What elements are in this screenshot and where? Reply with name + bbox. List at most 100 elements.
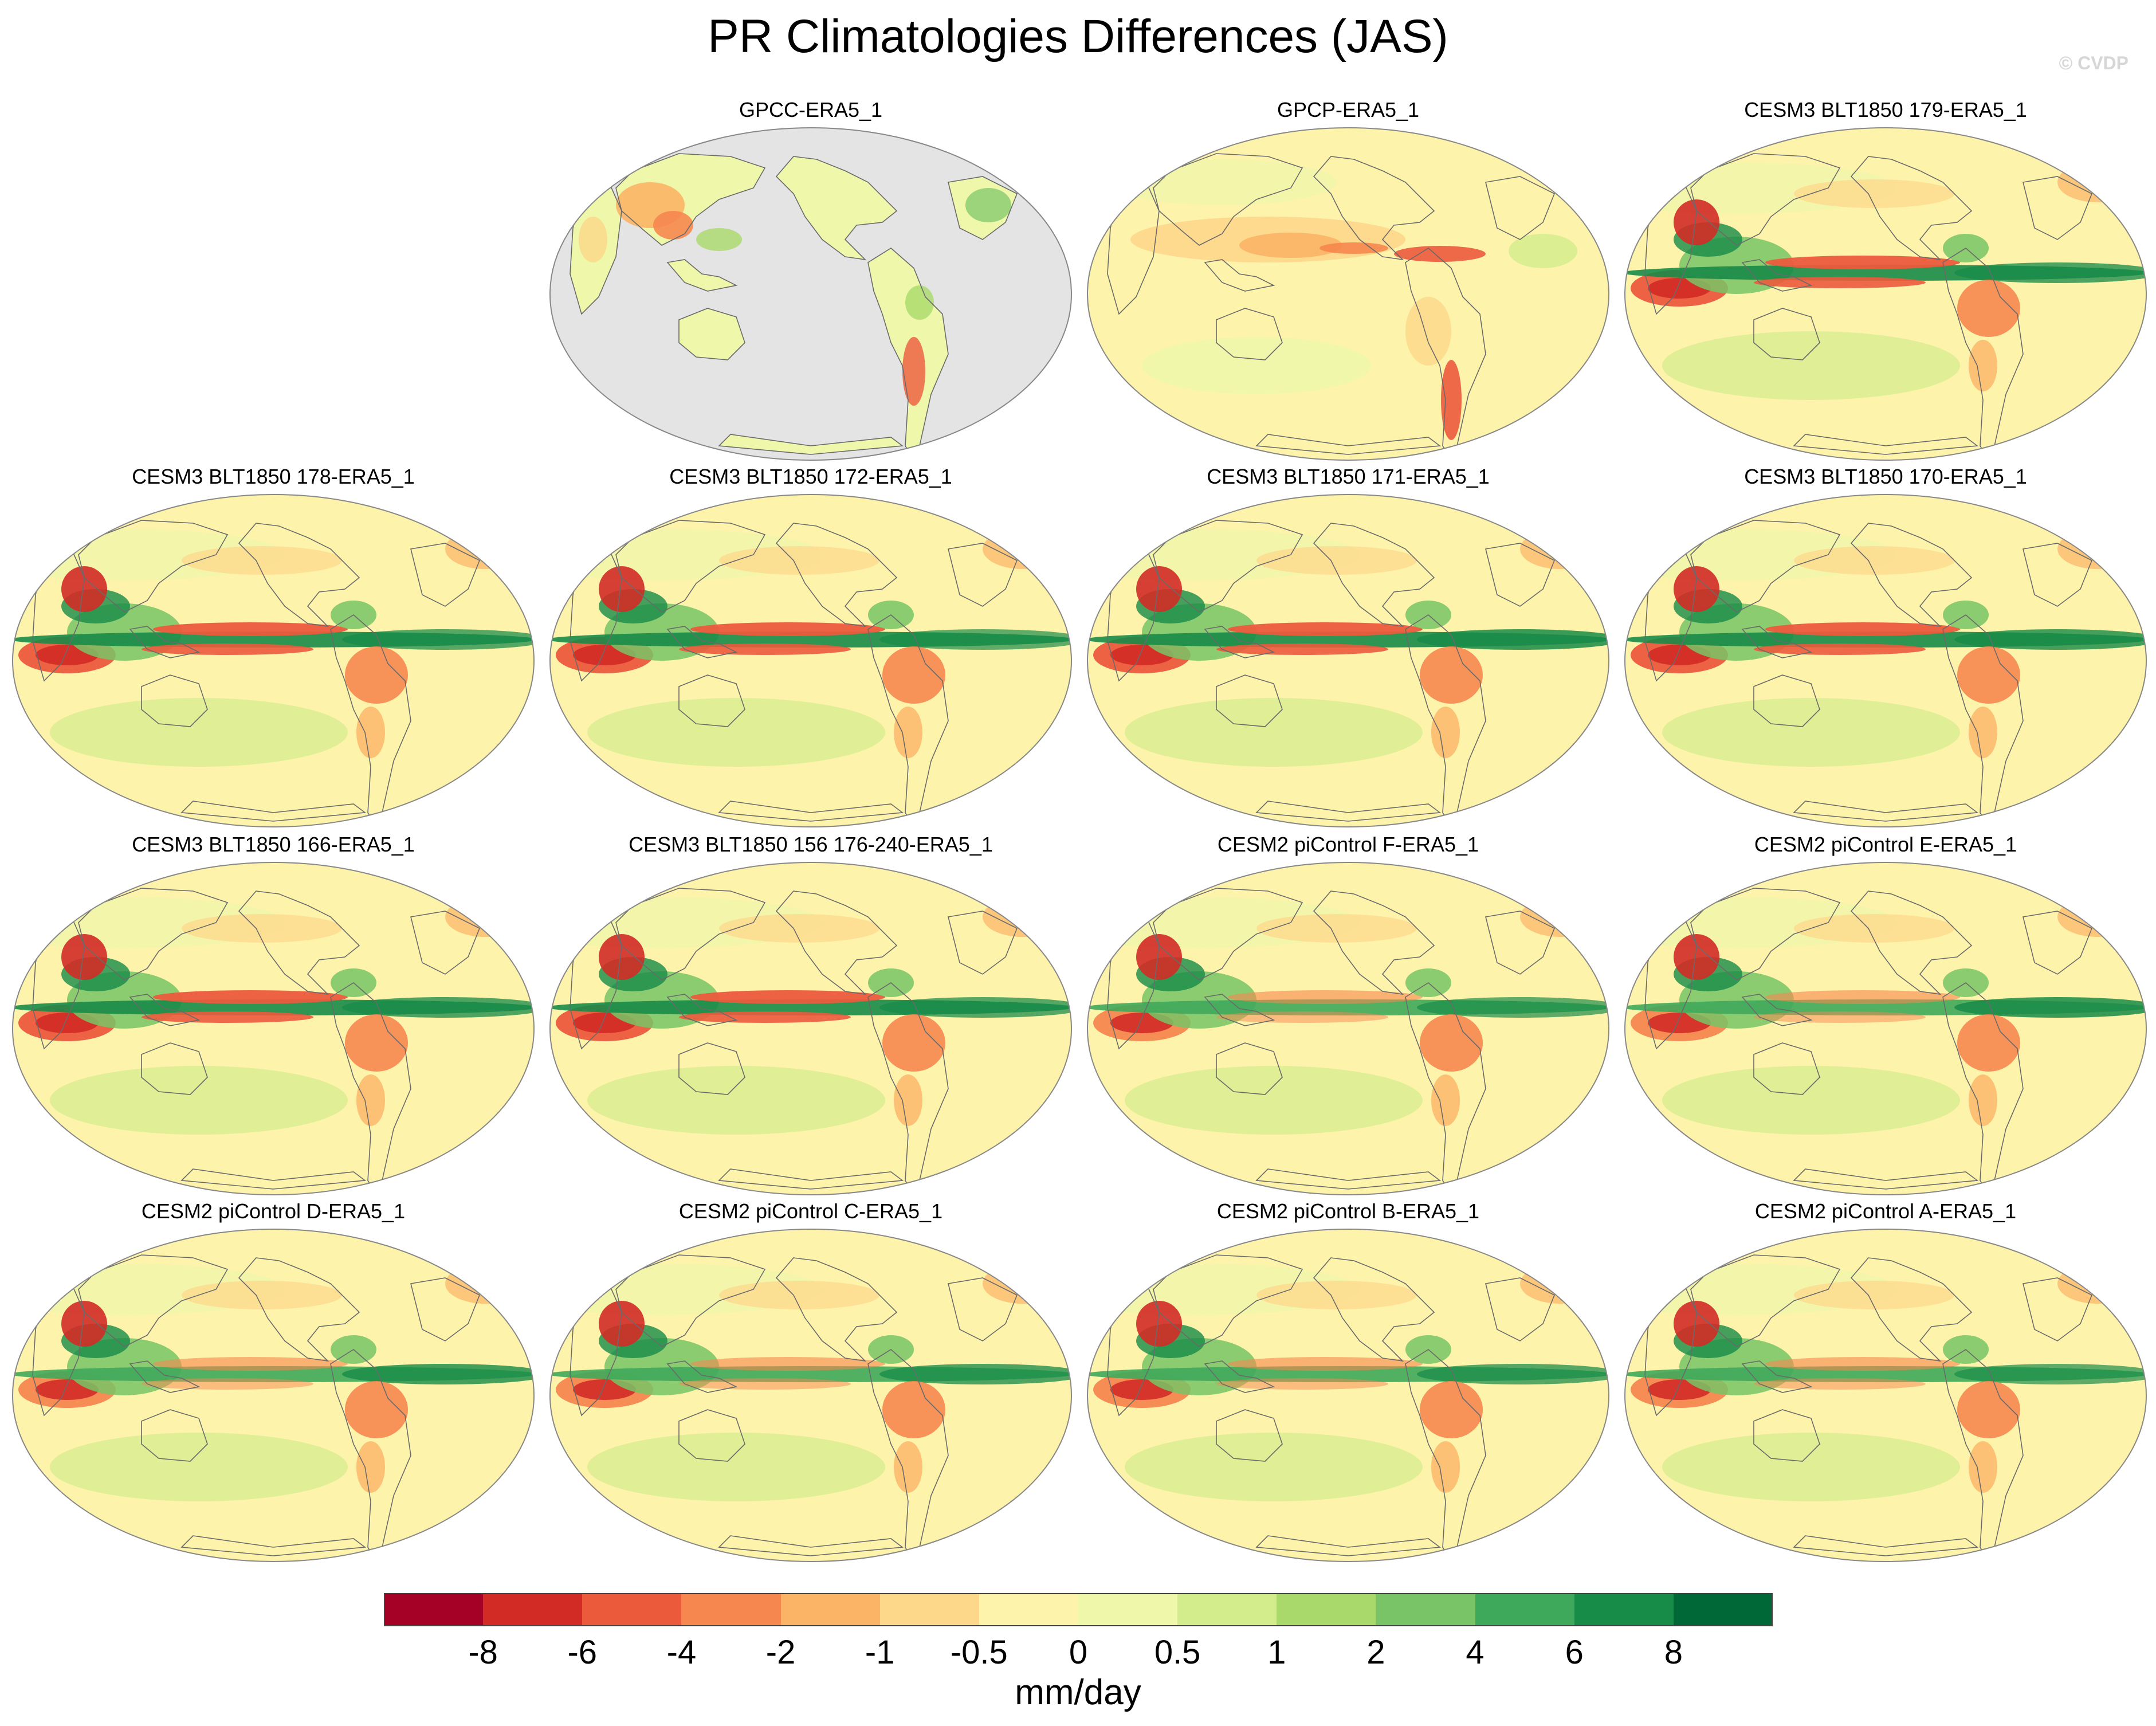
coastline: [141, 1042, 208, 1095]
coastline: [1793, 801, 1979, 822]
robinson-map: [12, 862, 535, 1195]
map-outline: [549, 494, 1072, 827]
dry-anomaly: [1319, 242, 1388, 254]
panel-title: CESM3 BLT1850 166-ERA5_1: [132, 833, 415, 856]
panel-title: GPCP-ERA5_1: [1277, 98, 1420, 121]
dry-anomaly: [679, 1378, 851, 1390]
map-field: [1087, 128, 1609, 460]
dry-anomaly: [1957, 280, 2020, 337]
map-outline: [1087, 494, 1609, 827]
coastline: [948, 1277, 1018, 1341]
coastline: [666, 259, 738, 292]
dry-anomaly: [1256, 914, 1417, 943]
coastline: [129, 626, 201, 658]
dry-anomaly: [1431, 1074, 1460, 1126]
map-field: [550, 862, 1071, 1195]
atlantic-wet-band: [342, 997, 534, 1018]
coastline: [1107, 551, 1160, 682]
panel-title: CESM2 piControl B-ERA5_1: [1216, 1199, 1480, 1223]
dry-anomaly: [882, 1014, 945, 1072]
coastline: [570, 185, 622, 315]
map-panel: CESM2 piControl C-ERA5_1: [547, 1199, 1074, 1566]
map-field: [1087, 495, 1609, 827]
dry-anomaly: [1674, 1301, 1719, 1347]
dry-anomaly: [356, 1441, 385, 1493]
dry-anomaly: [1794, 1281, 1954, 1309]
coastline: [775, 523, 898, 627]
wet-anomaly: [1142, 337, 1371, 394]
dry-anomaly: [1420, 1014, 1483, 1072]
coastline: [2023, 1277, 2093, 1341]
coastline: [1255, 434, 1442, 455]
panel-title: CESM3 BLT1850 179-ERA5_1: [1744, 98, 2027, 121]
atlantic-wet-band: [1417, 997, 1609, 1018]
dry-anomaly: [182, 546, 342, 575]
colorbar-swatch: [979, 1593, 1079, 1626]
colorbar-tick-label: 0.5: [1154, 1634, 1201, 1671]
coastline: [1850, 1257, 1973, 1362]
dry-anomaly: [356, 707, 385, 758]
atlantic-wet-band: [1417, 1364, 1609, 1384]
wet-anomaly: [965, 188, 1011, 222]
map-field: [550, 1229, 1071, 1562]
panel-title: CESM2 piControl A-ERA5_1: [1754, 1199, 2017, 1223]
dry-anomaly: [1228, 1357, 1423, 1371]
coastline: [1485, 1277, 1556, 1341]
map-panel: CESM2 piControl A-ERA5_1: [1622, 1199, 2149, 1566]
colorbar-swatch: [483, 1593, 583, 1626]
dry-anomaly: [153, 622, 348, 636]
dry-anomaly: [1136, 934, 1182, 980]
dry-anomaly: [719, 546, 879, 575]
dry-anomaly: [1674, 566, 1719, 612]
wet-anomaly: [50, 698, 348, 767]
atlantic-wet-band: [1417, 629, 1609, 650]
robinson-map: [12, 1229, 535, 1562]
map-outline: [12, 494, 535, 827]
dry-anomaly: [1431, 1441, 1460, 1493]
dry-anomaly: [719, 914, 879, 943]
dry-anomaly: [1765, 622, 1960, 636]
map-outline: [1624, 1229, 2147, 1562]
dry-anomaly: [1754, 644, 1926, 655]
panel-title: GPCC-ERA5_1: [739, 98, 883, 121]
coastline: [1793, 1535, 1979, 1556]
dry-anomaly: [1420, 1381, 1483, 1438]
dry-anomaly: [1765, 1357, 1960, 1371]
map-panel: CESM2 piControl E-ERA5_1: [1622, 832, 2149, 1199]
colorbar-swatch: [582, 1593, 682, 1626]
map-outline: [12, 1229, 535, 1562]
dry-anomaly: [599, 934, 645, 980]
map-outline: [1624, 127, 2147, 461]
map-outline: [549, 127, 1072, 461]
dry-anomaly: [882, 646, 945, 704]
coastline: [1107, 1286, 1160, 1417]
coastline: [666, 626, 738, 658]
coastline: [1644, 919, 1697, 1050]
robinson-map: [1624, 127, 2147, 461]
robinson-map: [549, 127, 1072, 461]
coastline: [180, 801, 367, 822]
map-outline: [1624, 494, 2147, 827]
cvdp-credit: © CVDP: [2059, 53, 2128, 73]
colorbar-swatch: [1673, 1593, 1773, 1626]
coastline: [948, 911, 1018, 975]
coastline: [775, 1257, 898, 1362]
coastline: [1793, 434, 1979, 455]
map-field: [13, 862, 534, 1195]
atlantic-wet-band: [879, 997, 1071, 1018]
dry-anomaly: [1420, 646, 1483, 704]
dry-anomaly: [1228, 622, 1423, 636]
coastline: [1216, 308, 1283, 360]
figure-title: PR Climatologies Differences (JAS): [708, 10, 1448, 62]
map-field: [1625, 1229, 2146, 1562]
coastline: [238, 891, 360, 995]
coastline: [1204, 1360, 1275, 1393]
coastline: [141, 674, 208, 727]
wet-anomaly: [1662, 1066, 1960, 1135]
coastline: [1216, 1409, 1283, 1462]
coastline: [1850, 156, 1973, 261]
panel-title: CESM2 piControl E-ERA5_1: [1754, 833, 2017, 856]
wet-anomaly: [905, 285, 934, 320]
wet-anomaly: [587, 698, 885, 767]
coastline: [1255, 1168, 1442, 1190]
